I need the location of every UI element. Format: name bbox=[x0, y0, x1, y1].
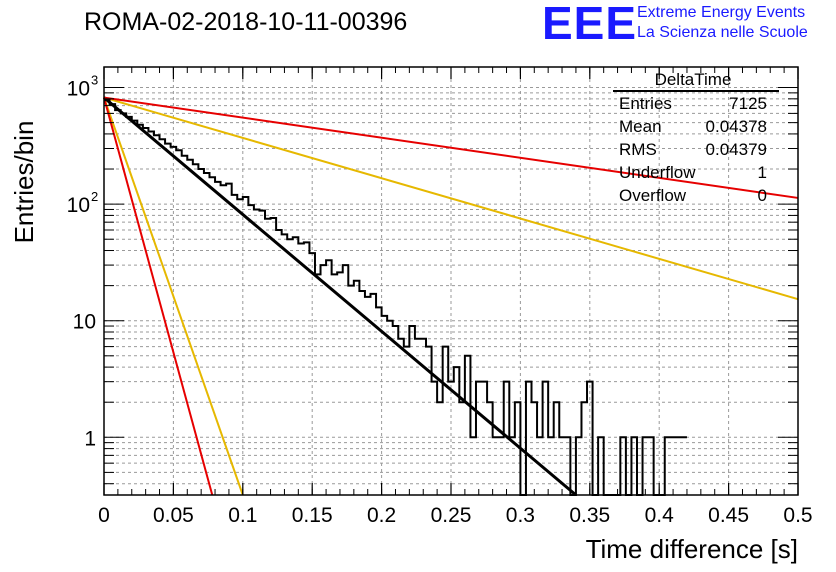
x-tick-label: 0.3 bbox=[506, 504, 535, 527]
x-tick-label: 0.25 bbox=[431, 504, 472, 527]
y-axis-label: Entries/bin bbox=[9, 121, 39, 244]
stats-row-overflow: Overflow 0 bbox=[613, 184, 773, 207]
x-tick-label: 0.05 bbox=[153, 504, 194, 527]
y-tick-exponent: 3 bbox=[91, 73, 98, 88]
stats-value: 0 bbox=[757, 186, 767, 205]
y-tick-label: 10 bbox=[67, 78, 90, 101]
stats-key: Underflow bbox=[619, 163, 696, 182]
grid bbox=[104, 67, 798, 495]
stats-row-entries: Entries 7125 bbox=[613, 92, 773, 115]
stats-value: 0.04379 bbox=[705, 140, 767, 159]
stats-key: Mean bbox=[619, 117, 662, 136]
y-tick-label: 10 bbox=[67, 194, 90, 217]
fit-line bbox=[103, 97, 244, 496]
stats-row-mean: Mean 0.04378 bbox=[613, 115, 773, 138]
stats-value: 1 bbox=[757, 163, 767, 182]
y-tick-label: 1 bbox=[84, 427, 96, 450]
x-tick-label: 0.15 bbox=[292, 504, 333, 527]
chart-title: ROMA-02-2018-10-11-00396 bbox=[84, 8, 408, 36]
x-tick-label: 0.2 bbox=[367, 504, 396, 527]
x-tick-label: 0.5 bbox=[783, 504, 812, 527]
logo-subtitle-1: Extreme Energy Events bbox=[637, 4, 806, 21]
x-tick-label: 0.1 bbox=[228, 504, 257, 527]
stats-key: Overflow bbox=[619, 186, 687, 205]
fit-line bbox=[103, 97, 214, 496]
stats-value: 0.04378 bbox=[705, 117, 767, 136]
logo-subtitle-2: La Scienza nelle Scuole bbox=[637, 24, 808, 41]
stats-box-title: DeltaTime bbox=[654, 70, 732, 89]
y-tick-exponent: 2 bbox=[91, 189, 98, 204]
y-tick-label: 10 bbox=[73, 311, 96, 334]
stats-row-rms: RMS 0.04379 bbox=[613, 138, 773, 161]
axis-ticks: 0 0.05 0.1 0.15 0.2 0.25 0.3 0.35 0.4 0.45 0.51101… bbox=[67, 67, 813, 527]
x-tick-label: 0 bbox=[98, 504, 110, 527]
x-tick-label: 0.4 bbox=[645, 504, 675, 527]
stats-box: DeltaTime Entries 7125 Mean 0.04378 RMS … bbox=[613, 70, 779, 207]
x-tick-label: 0.35 bbox=[569, 504, 610, 527]
fit-curves bbox=[103, 96, 799, 497]
stats-key: RMS bbox=[619, 140, 657, 159]
histogram-series bbox=[104, 99, 687, 496]
stats-row-underflow: Underflow 1 bbox=[613, 161, 773, 184]
x-tick-label: 0.45 bbox=[708, 504, 749, 527]
eee-logo: EEE bbox=[542, 0, 638, 49]
stats-value: 7125 bbox=[729, 94, 767, 113]
fit-line bbox=[103, 96, 577, 497]
stats-box-rule bbox=[613, 90, 779, 92]
stats-key: Entries bbox=[619, 94, 672, 113]
x-axis-label: Time difference [s] bbox=[586, 534, 798, 564]
fit-line bbox=[103, 96, 799, 199]
fit-line bbox=[103, 96, 799, 301]
